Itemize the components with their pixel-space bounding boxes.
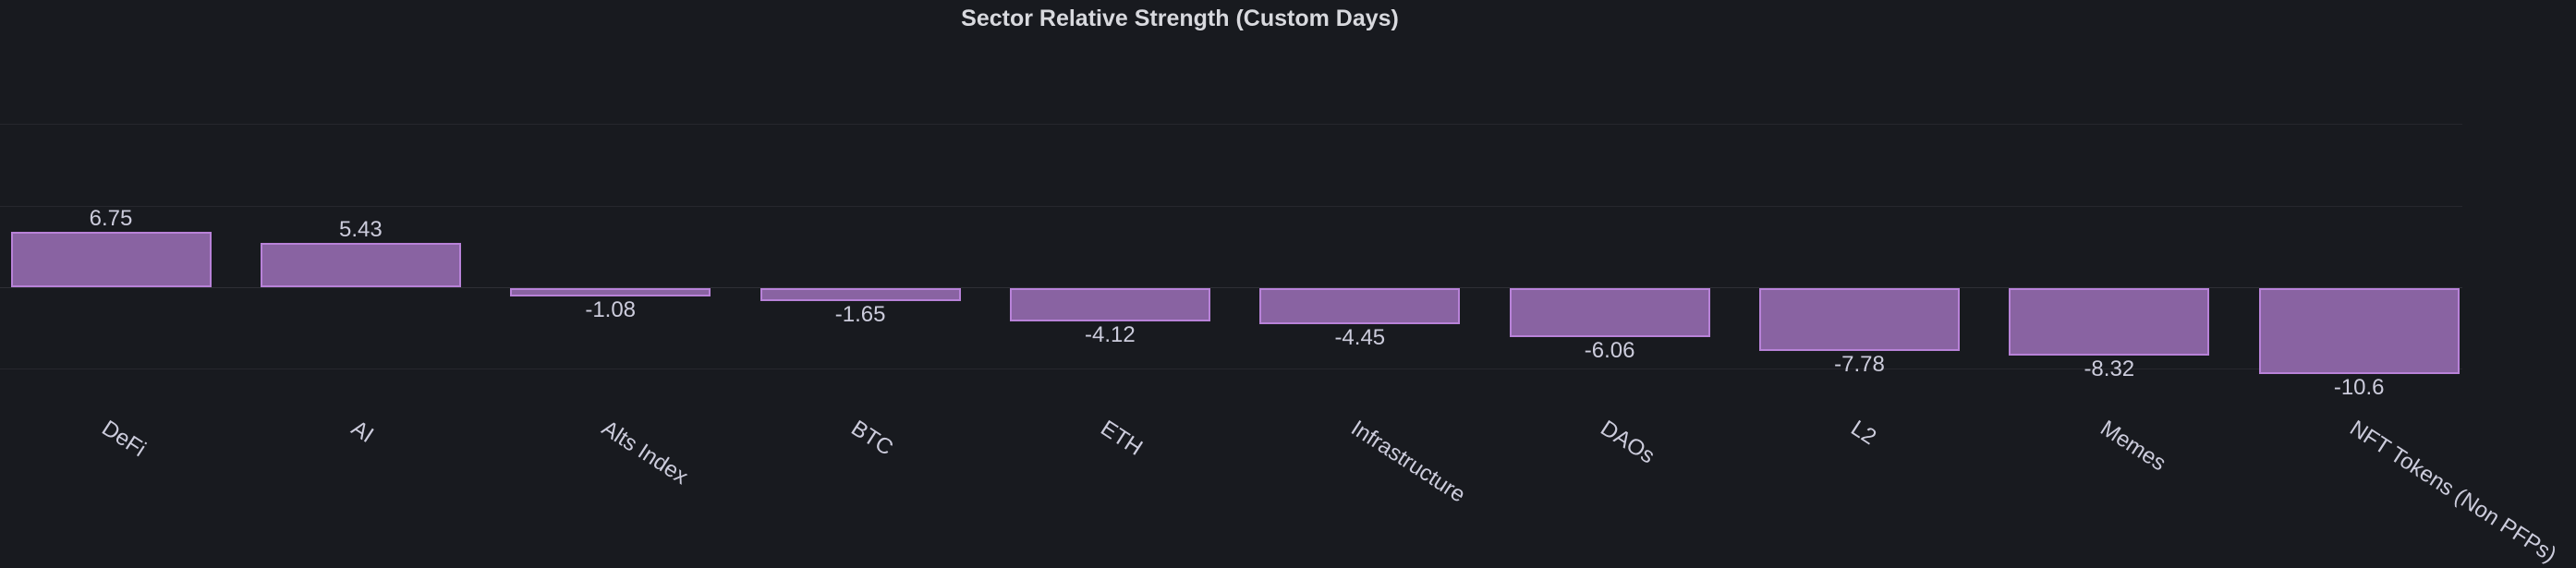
bar[interactable]: [1509, 287, 1710, 337]
bar-value-label: -4.45: [1334, 324, 1386, 350]
category-label: Infrastructure: [1346, 416, 1470, 508]
chart-title: Sector Relative Strength (Custom Days): [961, 6, 1399, 31]
bar[interactable]: [1259, 287, 1461, 324]
bar[interactable]: [2009, 287, 2210, 356]
bar[interactable]: [510, 287, 711, 296]
bar-value-label: -1.65: [834, 302, 886, 328]
category-label: NFT Tokens (Non PFPs): [2345, 416, 2561, 568]
bar-value-label: -8.32: [2084, 357, 2135, 381]
zero-line: [0, 287, 2462, 288]
category-label: Alts Index: [596, 416, 693, 490]
bar[interactable]: [10, 232, 212, 287]
category-label: AI: [346, 416, 379, 449]
category-label: ETH: [1096, 416, 1148, 461]
bar[interactable]: [2258, 287, 2460, 375]
bar-value-label: 5.43: [339, 217, 383, 243]
bar-value-label: -7.78: [1834, 352, 1885, 378]
category-label: BTC: [846, 416, 898, 461]
bar[interactable]: [759, 287, 961, 302]
bar-value-label: -10.6: [2333, 375, 2385, 401]
category-label: L2: [1845, 416, 1880, 451]
bar-value-label: -1.08: [585, 297, 637, 322]
category-label: DAOs: [1596, 416, 1659, 469]
bar-value-label: -6.06: [1584, 338, 1635, 363]
bar-value-label: -4.12: [1085, 321, 1136, 347]
bar[interactable]: [260, 243, 461, 287]
bar[interactable]: [1009, 287, 1210, 321]
category-label: Memes: [2096, 416, 2170, 477]
category-label: DeFi: [97, 416, 151, 463]
gridline: [0, 205, 2462, 207]
gridline: [0, 124, 2462, 126]
bar-value-label: 6.75: [89, 206, 133, 232]
bar[interactable]: [1759, 287, 1960, 352]
